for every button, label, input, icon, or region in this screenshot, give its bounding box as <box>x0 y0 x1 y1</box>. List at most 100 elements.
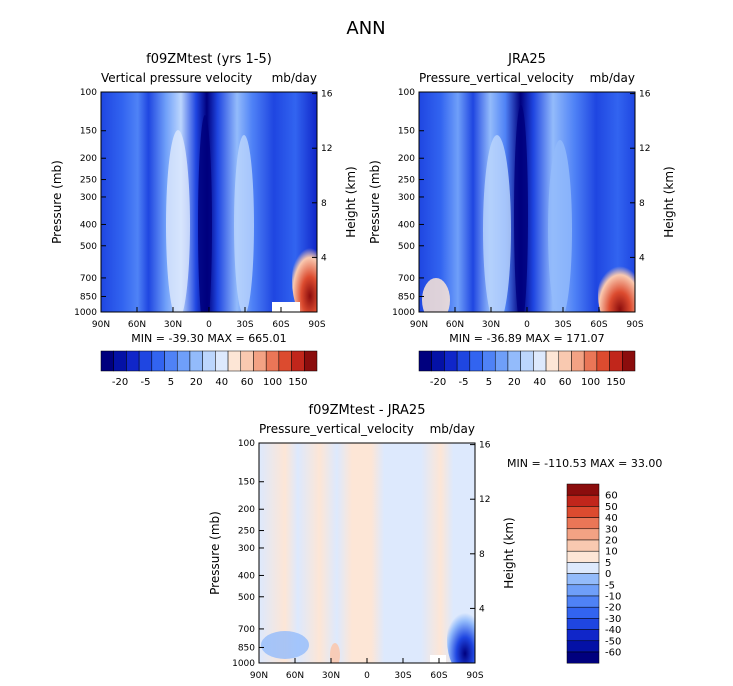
colorbar-label: -50 <box>605 636 621 647</box>
contour-tropic-pos <box>330 643 340 663</box>
colorbar-cell <box>278 350 292 372</box>
y-tick-label: 150 <box>238 478 255 488</box>
y-tick-label: 200 <box>80 154 97 164</box>
y-tick-label: 850 <box>238 643 255 653</box>
colorbar-label: -20 <box>112 377 128 388</box>
colorbar-cell <box>176 350 191 372</box>
contour-itcz <box>198 115 212 312</box>
figure-title: ANN <box>346 18 385 39</box>
x-tick-label: 30N <box>482 320 500 330</box>
colorbar-cell <box>164 350 178 372</box>
x-tick-label: 0 <box>524 320 530 330</box>
y-right-tick-label: 16 <box>321 90 333 100</box>
y-tick-label: 100 <box>398 88 415 98</box>
colorbar-label: -5 <box>458 377 468 388</box>
y-tick-label: 1000 <box>392 308 415 318</box>
x-tick-label: 90S <box>626 320 643 330</box>
colorbar-cell <box>566 595 600 608</box>
colorbar-cell <box>566 483 600 496</box>
colorbar-cell <box>431 350 445 372</box>
colorbar-cell <box>566 606 600 619</box>
colorbar-label: 100 <box>581 377 600 388</box>
colorbar-label: -5 <box>605 580 615 591</box>
panel-subtitle-right: mb/day <box>272 71 317 85</box>
colorbar-cells <box>566 483 600 664</box>
colorbar-cell <box>151 350 165 372</box>
colorbar-cell <box>494 350 509 372</box>
y-right-axis-label: Height (km) <box>344 166 358 237</box>
colorbar-label: 0 <box>605 569 611 580</box>
contour-upwell-north <box>483 135 511 312</box>
contour-field <box>259 443 475 663</box>
colorbar-cell <box>253 350 267 372</box>
colorbar-label: 40 <box>215 377 228 388</box>
y-tick-label: 500 <box>80 242 97 252</box>
colorbar-label: 50 <box>605 502 618 513</box>
colorbar-cell <box>566 618 600 630</box>
colorbar-label: -20 <box>430 377 446 388</box>
x-tick-label: 90S <box>308 320 325 330</box>
colorbar-cell <box>520 350 534 372</box>
colorbar-cell <box>113 350 127 372</box>
y-tick-label: 500 <box>238 593 255 603</box>
colorbar-cell <box>469 350 483 372</box>
colorbar-cell <box>622 350 636 372</box>
colorbar-labels: -20 -5 5 20 40 60 100 150 <box>112 377 308 388</box>
colorbar-cell <box>571 350 585 372</box>
colorbar-label: 10 <box>605 547 618 558</box>
colorbar-cell <box>566 550 600 563</box>
y-tick-label: 200 <box>238 505 255 515</box>
colorbar-cell <box>126 350 140 372</box>
contour-upwell-north <box>166 130 190 312</box>
y-right-tick-label: 4 <box>321 253 327 263</box>
colorbar-cell <box>596 350 610 372</box>
colorbar-label: -5 <box>140 377 150 388</box>
colorbar-cell <box>138 350 153 372</box>
panel-subtitle-right: mb/day <box>590 71 635 85</box>
y-tick-label: 300 <box>398 193 415 203</box>
x-tick-label: 90N <box>250 671 268 681</box>
y-tick-label: 1000 <box>232 659 255 669</box>
colorbar-cell <box>533 350 547 372</box>
y-right-tick-label: 8 <box>639 199 645 209</box>
contour-antarctic-min <box>447 606 475 663</box>
x-tick-label: 90N <box>410 320 428 330</box>
colorbar-cell <box>566 573 600 586</box>
x-tick-label: 60N <box>128 320 146 330</box>
x-tick-label: 90S <box>466 671 483 681</box>
colorbar: -20 -5 5 20 40 60 100 150 <box>418 350 636 388</box>
contour-arctic <box>422 278 450 312</box>
colorbar-cell <box>456 350 471 372</box>
missing-region <box>430 655 446 663</box>
colorbar-label: 150 <box>288 377 307 388</box>
x-tick-label: 60S <box>272 320 289 330</box>
colorbar-cell <box>202 350 216 372</box>
colorbar-cell <box>583 350 598 372</box>
panel-title: JRA25 <box>507 52 546 67</box>
colorbar-label: -20 <box>605 603 621 614</box>
colorbar-cell <box>566 629 600 642</box>
x-tick-label: 0 <box>206 320 212 330</box>
colorbar-label: 40 <box>533 377 546 388</box>
y-tick-label: 400 <box>398 220 415 230</box>
x-tick-label: 30S <box>554 320 571 330</box>
y-axis-label: Pressure (mb) <box>208 511 222 595</box>
x-tick-label: 60S <box>430 671 447 681</box>
x-tick-label: 90N <box>92 320 110 330</box>
colorbar-cell <box>215 350 229 372</box>
colorbar-labels: -20 -5 5 20 40 60 100 150 <box>430 377 626 388</box>
colorbar-cell <box>609 350 623 372</box>
colorbar-cells <box>418 350 636 372</box>
colorbar-label: 20 <box>190 377 203 388</box>
axes-layer: 90N 60N 30N 0 30S 60S 90S100150200250300400500… <box>50 88 676 681</box>
y-axis-label: Pressure (mb) <box>368 160 382 244</box>
y-tick-label: 700 <box>398 274 415 284</box>
x-tick-label: 0 <box>364 671 370 681</box>
colorbar-label: 5 <box>486 377 492 388</box>
contour-itcz <box>514 105 528 312</box>
colorbar-cell <box>566 528 600 541</box>
y-right-tick-label: 12 <box>321 144 332 154</box>
panel-subtitle-left: Pressure_vertical_velocity <box>419 71 574 85</box>
panel-subtitle-left: Vertical pressure velocity <box>101 71 252 85</box>
